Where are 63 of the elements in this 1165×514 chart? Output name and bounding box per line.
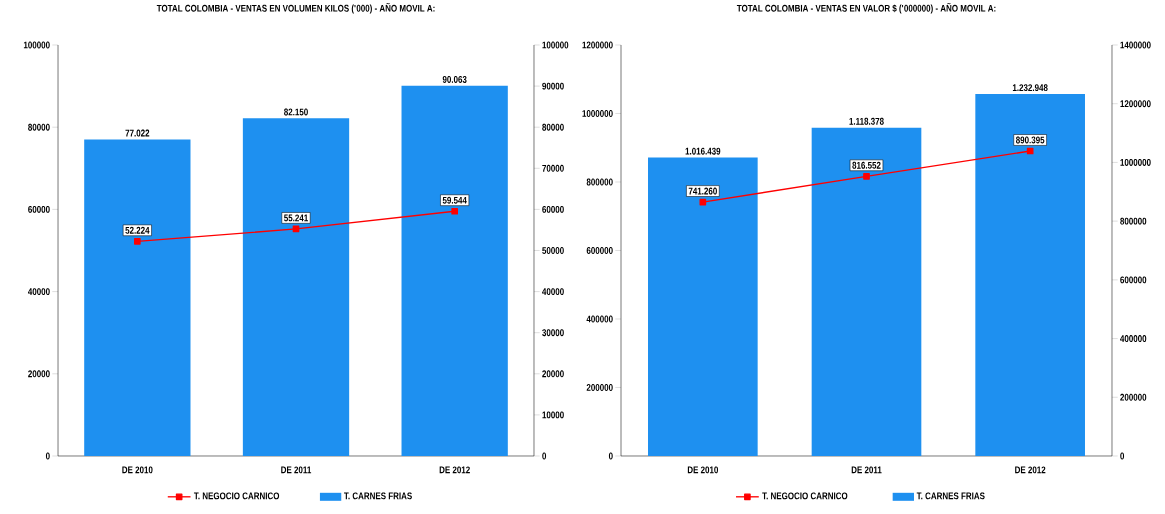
y2-tick-label: 800000 — [1120, 217, 1147, 225]
data-label: 816.552 — [852, 161, 881, 169]
y-tick-label: 200000 — [586, 384, 613, 391]
y2-tick-label: 40000 — [542, 288, 564, 296]
point — [699, 198, 707, 206]
legend-label: T. NEGOCIO CARNICO — [193, 492, 280, 500]
legend-label: T. CARNES FRIAS — [344, 492, 412, 500]
y-tick-label: 800000 — [586, 178, 613, 186]
x-tick-label: DE 2012 — [439, 466, 470, 474]
legend-label: T. NEGOCIO CARNICO — [762, 492, 848, 500]
y-tick-label: 1000000 — [582, 110, 613, 117]
data-label: 741.260 — [688, 187, 717, 195]
y2-tick-label: 90000 — [542, 82, 564, 90]
point — [134, 238, 141, 245]
y2-tick-label: 1000000 — [1120, 158, 1151, 166]
y2-tick-label: 0 — [542, 452, 547, 460]
data-label: 1.118.378 — [849, 117, 884, 125]
data-label: 82.150 — [284, 108, 308, 116]
y2-tick-label: 50000 — [542, 247, 564, 254]
data-label: 52.224 — [125, 226, 150, 234]
data-label: 55.241 — [284, 214, 308, 222]
data-label: 1.232.948 — [1012, 84, 1048, 92]
y2-tick-label: 30000 — [542, 329, 564, 337]
data-label: 59.544 — [442, 196, 467, 204]
x-tick-label: DE 2010 — [122, 466, 153, 474]
y2-tick-label: 1200000 — [1120, 100, 1151, 108]
x-tick-label: DE 2011 — [281, 466, 312, 474]
y-tick-label: 100000 — [23, 41, 50, 49]
y2-tick-label: 10000 — [542, 411, 564, 419]
bar — [975, 94, 1085, 456]
chart-title: TOTAL COLOMBIA - VENTAS EN VOLUMEN KILOS ('000) - AÑO MOVIL A: — [156, 2, 435, 14]
y2-tick-label: 200000 — [1120, 393, 1147, 401]
y2-tick-label: 60000 — [542, 205, 564, 213]
y2-tick-label: 100000 — [542, 41, 569, 49]
y-tick-label: 400000 — [586, 315, 613, 323]
x-tick-label: DE 2010 — [687, 466, 719, 474]
y-tick-label: 20000 — [28, 370, 50, 378]
x-tick-label: DE 2012 — [1015, 466, 1046, 474]
y2-tick-label: 600000 — [1120, 276, 1147, 284]
bar — [811, 127, 922, 456]
y-tick-label: 60000 — [28, 205, 50, 213]
legend-label: T. CARNES FRIAS — [916, 492, 985, 500]
data-label: 1.016.439 — [685, 147, 721, 155]
y-tick-label: 600000 — [586, 247, 613, 254]
point — [451, 207, 458, 215]
y2-tick-label: 20000 — [542, 370, 564, 378]
y-tick-label: 80000 — [28, 123, 50, 131]
y-tick-label: 1200000 — [582, 41, 613, 49]
y-tick-label: 0 — [608, 452, 613, 460]
bar — [648, 157, 758, 456]
chart-title: TOTAL COLOMBIA - VENTAS EN VALOR $ ('000000) - AÑO MOVIL A: — [736, 2, 996, 14]
data-label: 890.395 — [1015, 136, 1045, 144]
point — [863, 172, 870, 180]
y2-tick-label: 1400000 — [1120, 41, 1151, 49]
data-label: 90.063 — [442, 76, 467, 83]
y-tick-label: 40000 — [27, 288, 50, 296]
y2-tick-label: 70000 — [542, 164, 564, 172]
data-label: 77.022 — [125, 129, 150, 137]
x-tick-label: DE 2011 — [851, 466, 882, 474]
y2-tick-label: 80000 — [542, 123, 564, 131]
y-tick-label: 0 — [45, 452, 50, 460]
y2-tick-label: 0 — [1120, 452, 1125, 460]
y2-tick-label: 400000 — [1120, 335, 1147, 343]
